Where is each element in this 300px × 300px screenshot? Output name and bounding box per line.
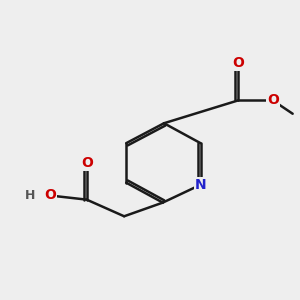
Text: H: H — [25, 189, 36, 202]
Text: O: O — [232, 56, 244, 70]
Text: N: N — [195, 178, 206, 192]
Text: O: O — [81, 156, 93, 170]
Text: O: O — [267, 93, 279, 107]
Text: O: O — [44, 188, 56, 203]
